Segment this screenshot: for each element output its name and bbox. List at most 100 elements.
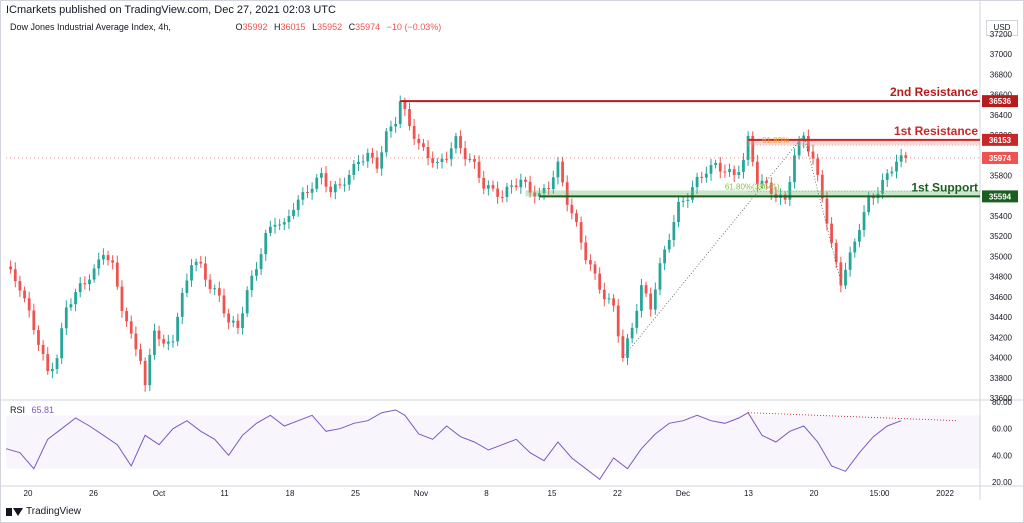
fib-trendline [803, 135, 842, 282]
candle-body [607, 298, 611, 300]
level-price-tag-label: 36536 [989, 97, 1012, 106]
last-price-tag: 35974 [982, 151, 1018, 164]
time-tick-label: 22 [613, 489, 622, 498]
rsi-value: 65.81 [31, 405, 55, 415]
candle-body [765, 180, 769, 183]
candle-body [106, 255, 110, 261]
time-tick-label: 2022 [936, 489, 954, 498]
candle-body [296, 199, 300, 210]
candle-body [561, 161, 564, 183]
candle-body [153, 330, 156, 355]
candle-body [37, 330, 40, 345]
candle-body [384, 131, 388, 153]
time-tick-label: Nov [414, 489, 428, 498]
candle-body [751, 135, 755, 162]
candle-body [612, 298, 615, 306]
candle-body [723, 171, 727, 173]
candle-body [398, 101, 402, 124]
candle-body [380, 152, 384, 169]
candle-body [50, 369, 54, 372]
candle-body [830, 223, 833, 243]
candle-body [306, 192, 309, 194]
candle-body [584, 242, 588, 261]
rsi-name: RSI [10, 405, 26, 415]
candle-body [667, 239, 671, 250]
candle-body [575, 213, 578, 223]
close-value: 35974 [355, 22, 381, 32]
candle-body [672, 222, 676, 240]
price-tick-label: 37000 [990, 50, 1013, 59]
candle-body [718, 162, 722, 172]
candle-body [180, 292, 184, 317]
price-tick-label: 35200 [990, 232, 1013, 241]
price-tick-label: 34000 [990, 354, 1013, 363]
candle-body [853, 241, 857, 253]
candle-body [769, 182, 773, 194]
symbol-title[interactable]: Dow Jones Industrial Average Index, 4h, [10, 22, 171, 32]
candle-body [310, 188, 314, 193]
candle-body [533, 192, 537, 197]
candle-body [556, 161, 560, 178]
price-tick-label: 35000 [990, 252, 1013, 261]
candle-body [403, 101, 407, 110]
support-zone [525, 190, 980, 197]
candle-body [505, 186, 509, 198]
candle-body [496, 188, 500, 197]
candle-body [301, 192, 305, 200]
candle-body [537, 193, 541, 197]
level-price-tag: 36153 [982, 133, 1018, 146]
price-tick-label: 36800 [990, 70, 1013, 79]
candle-body [148, 354, 152, 386]
candle-body [593, 264, 597, 274]
candle-body [793, 155, 796, 183]
candle-body [125, 311, 128, 322]
candle-body [825, 198, 829, 224]
candle-body [157, 330, 161, 340]
candle-body [486, 185, 490, 189]
candle-body [904, 155, 908, 158]
currency-button[interactable]: USD [986, 20, 1018, 36]
candle-body [41, 344, 45, 355]
candle-body [166, 341, 170, 344]
candle-body [551, 177, 555, 190]
candle-body [589, 260, 592, 265]
candle-body [78, 283, 82, 293]
candle-body [55, 358, 59, 370]
time-tick-label: 25 [351, 489, 360, 498]
level-annotation: 1st Resistance [894, 124, 978, 138]
candle-body [361, 161, 365, 163]
footer-brand[interactable]: TradingView [6, 506, 81, 517]
fib-label: 61.80% [762, 136, 789, 145]
candle-body [602, 289, 606, 300]
candle-body [287, 216, 291, 223]
candle-body [463, 148, 467, 160]
candle-body [482, 177, 486, 189]
candle-body [746, 135, 750, 160]
candle-body [333, 184, 337, 193]
candle-body [844, 269, 847, 286]
resistance-zone [748, 139, 980, 145]
time-tick-label: 20 [24, 489, 33, 498]
candle-body [111, 260, 115, 263]
candle-body [27, 298, 31, 311]
time-tick-label: 13 [744, 489, 753, 498]
price-tick-label: 34800 [990, 273, 1013, 282]
candle-body [371, 152, 374, 158]
candle-body [848, 252, 852, 270]
candle-body [858, 230, 861, 242]
candle-body [890, 171, 894, 174]
price-tick-label: 35400 [990, 212, 1013, 221]
last-price-tag-label: 35974 [989, 154, 1012, 163]
candle-body [250, 275, 254, 291]
candle-body [653, 289, 657, 310]
candle-body [862, 212, 866, 231]
candle-body [834, 242, 838, 263]
candle-body [366, 152, 370, 162]
candle-body [208, 279, 212, 290]
candle-body [255, 269, 258, 276]
candle-body [264, 232, 268, 255]
level-price-tag: 35594 [982, 190, 1018, 203]
candle-body [347, 175, 351, 185]
candle-body [18, 281, 22, 291]
